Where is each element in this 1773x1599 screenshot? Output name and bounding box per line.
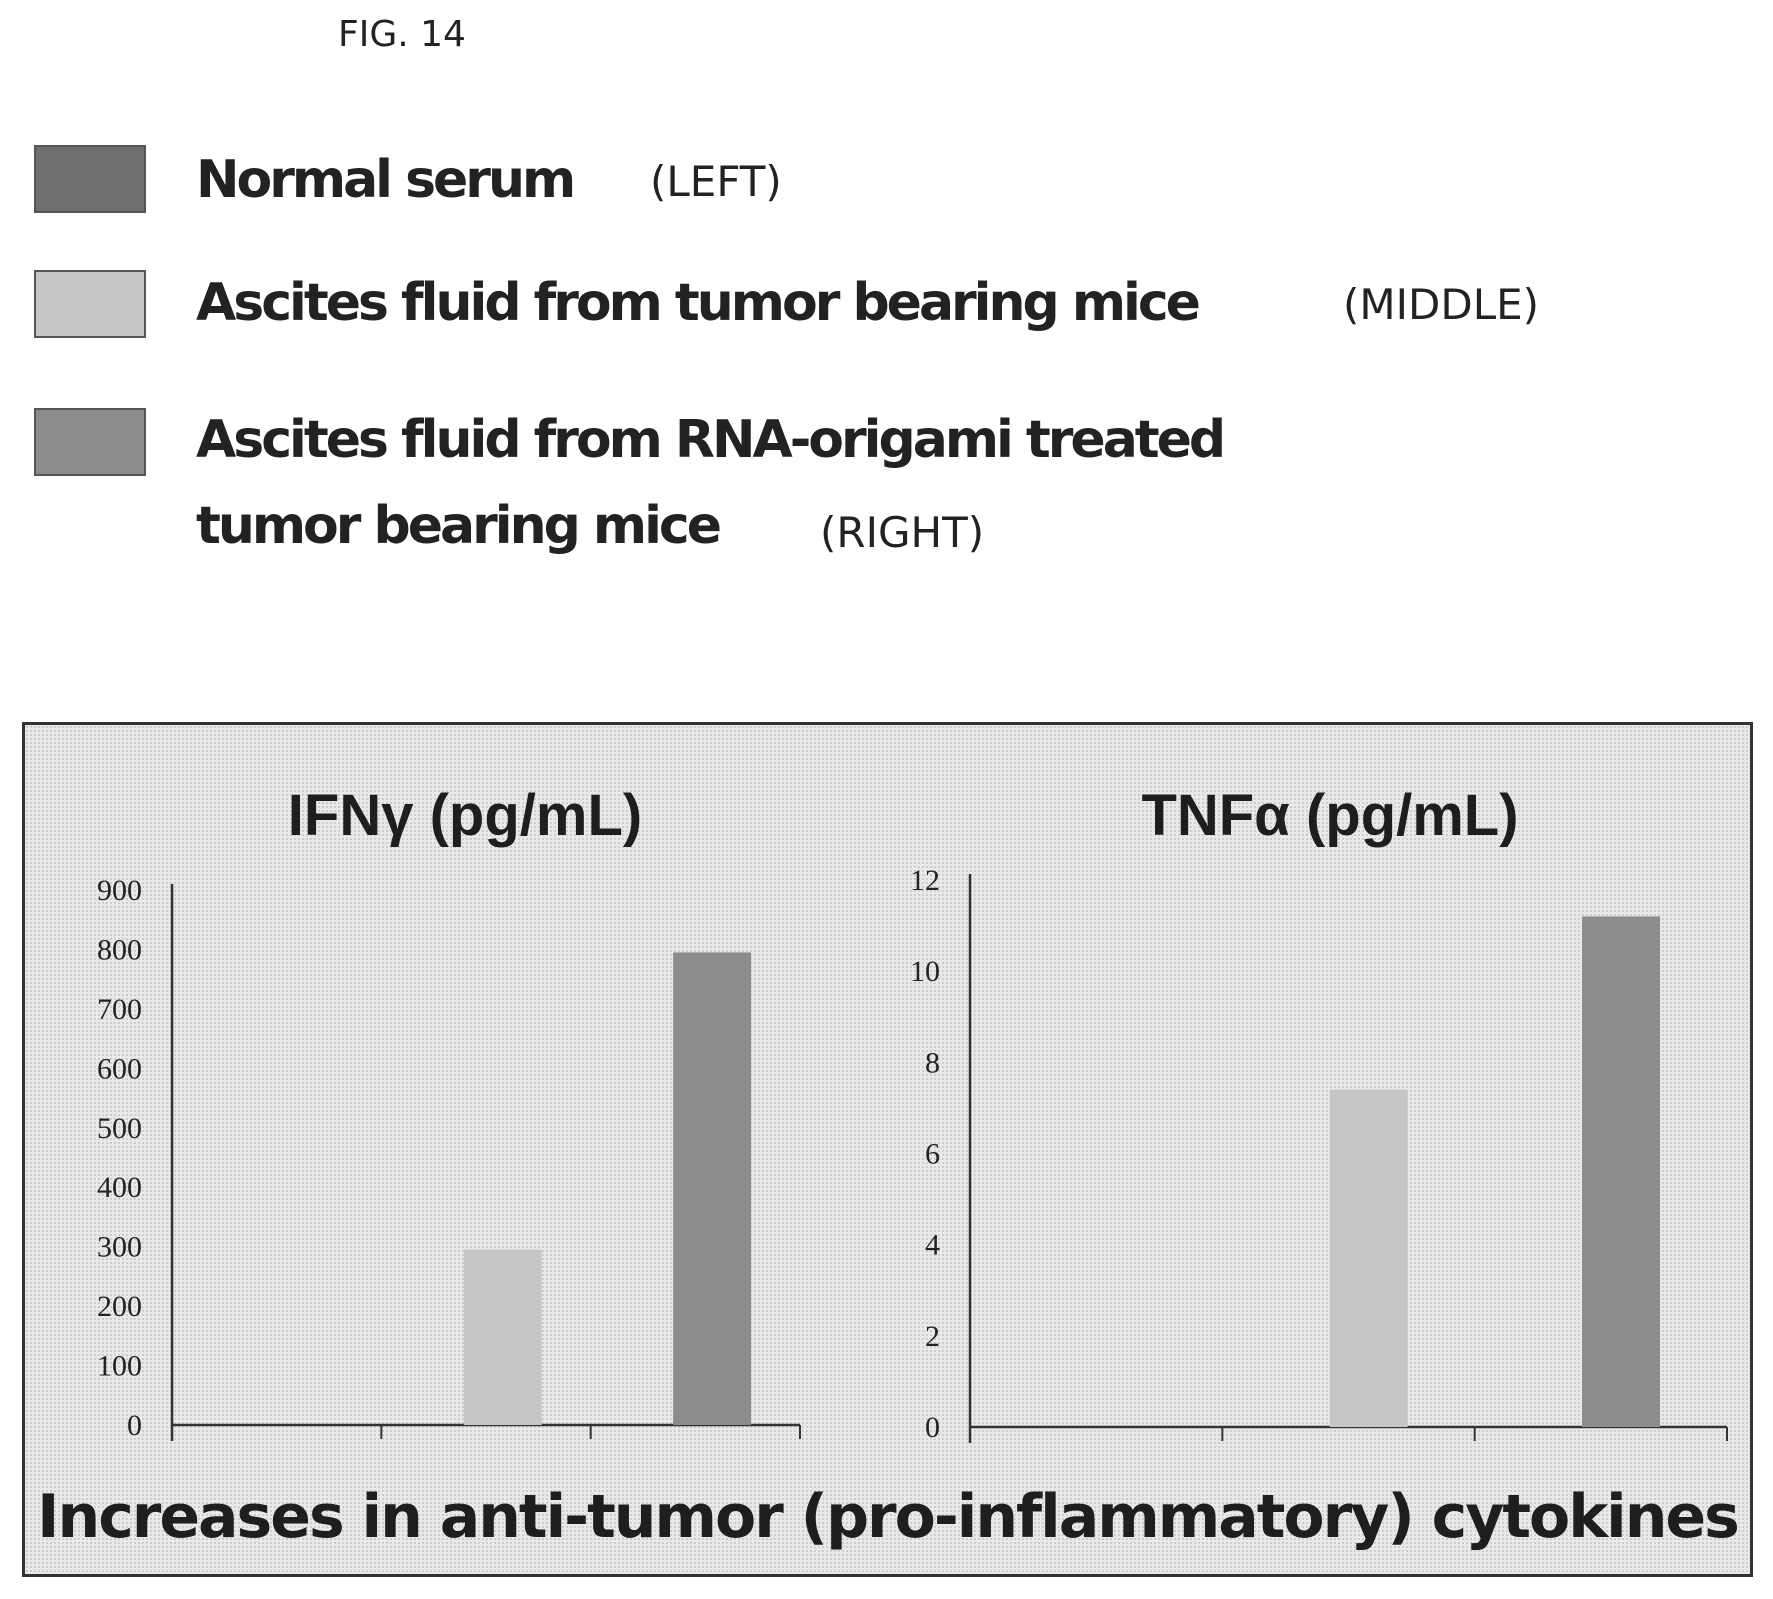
chart-title-ifng: IFNγ (pg/mL) xyxy=(288,783,642,848)
y-tick-label-tnfa: 4 xyxy=(925,1229,940,1262)
legend-swatch-normal-serum xyxy=(34,145,146,213)
chart-title-tnfa: TNFα (pg/mL) xyxy=(1141,783,1518,848)
y-tick-label-ifng: 900 xyxy=(97,874,142,907)
legend-swatch-ascites-tumor xyxy=(34,270,146,338)
legend-position-middle: (MIDDLE) xyxy=(1343,280,1540,329)
legend-label-ascites-treated-line1: Ascites fluid from RNA-origami treated xyxy=(196,410,1226,470)
legend-label-normal-serum: Normal serum xyxy=(196,150,576,210)
charts-svg: IFNγ (pg/mL)0100200300400500600700800900… xyxy=(97,783,1728,1444)
bar-ifng-2 xyxy=(463,1249,542,1425)
y-tick-label-ifng: 700 xyxy=(97,993,142,1026)
y-tick-label-ifng: 0 xyxy=(127,1409,142,1442)
bar-tnfa-2 xyxy=(1329,1089,1408,1427)
y-tick-label-ifng: 600 xyxy=(97,1052,142,1085)
figure-label: FIG. 14 xyxy=(338,14,466,55)
legend-position-left: (LEFT) xyxy=(650,157,782,206)
y-tick-label-ifng: 400 xyxy=(97,1171,142,1204)
y-tick-label-tnfa: 0 xyxy=(925,1411,940,1444)
y-tick-label-tnfa: 6 xyxy=(925,1138,940,1171)
y-tick-label-ifng: 300 xyxy=(97,1231,142,1264)
legend-label-ascites-tumor: Ascites fluid from tumor bearing mice xyxy=(196,273,1201,333)
y-tick-label-tnfa: 2 xyxy=(925,1320,940,1353)
y-tick-label-tnfa: 10 xyxy=(910,955,940,988)
y-tick-label-ifng: 500 xyxy=(97,1112,142,1145)
legend-position-right: (RIGHT) xyxy=(820,508,985,557)
bar-tnfa-3 xyxy=(1582,916,1661,1427)
y-tick-label-tnfa: 12 xyxy=(910,864,940,897)
legend-swatch-ascites-treated xyxy=(34,408,146,476)
y-tick-label-tnfa: 8 xyxy=(925,1046,940,1079)
y-tick-label-ifng: 100 xyxy=(97,1350,142,1383)
legend-label-ascites-treated-line2: tumor bearing mice xyxy=(196,496,722,556)
bar-ifng-3 xyxy=(673,952,752,1425)
footer-caption: Increases in anti-tumor (pro-inflammator… xyxy=(37,1482,1740,1552)
y-tick-label-ifng: 200 xyxy=(97,1290,142,1323)
chart-panel: IFNγ (pg/mL) 0 100 200 300 400 500 600 700 800 900… xyxy=(22,722,1753,1577)
y-tick-label-ifng: 800 xyxy=(97,933,142,966)
